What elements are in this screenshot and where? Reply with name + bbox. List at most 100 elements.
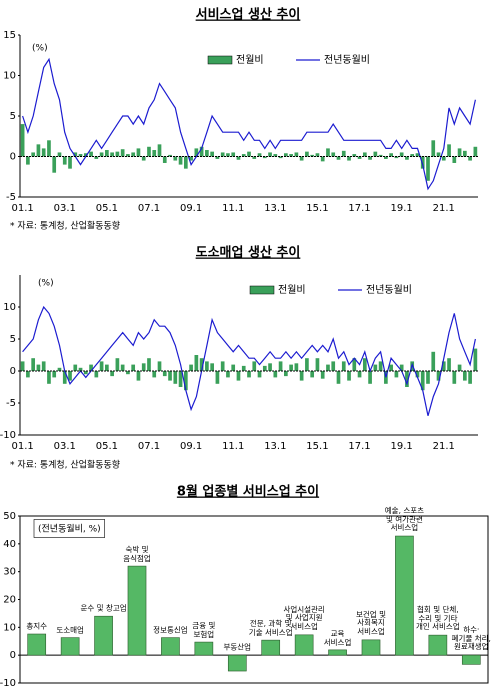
- bar: [378, 154, 383, 157]
- legend-swatch: [207, 55, 233, 65]
- bar: [341, 361, 346, 371]
- bar: [299, 371, 304, 381]
- bar: [426, 371, 430, 384]
- bar: [428, 634, 448, 656]
- bar: [205, 361, 209, 371]
- bar: [105, 364, 109, 371]
- bar: [289, 364, 293, 371]
- line: [22, 57, 476, 191]
- x-tick-label: 05.1: [96, 441, 118, 452]
- bar: [189, 364, 193, 371]
- bar: [247, 371, 251, 378]
- bar: [326, 148, 330, 157]
- bar: [447, 358, 451, 371]
- bar: [157, 144, 162, 157]
- bar: [457, 364, 462, 371]
- bar: [47, 371, 51, 384]
- bar: [294, 152, 299, 157]
- bar: [362, 358, 367, 371]
- bar: [94, 371, 99, 378]
- bar: [278, 156, 283, 159]
- bar: [431, 140, 436, 157]
- bar: [194, 355, 199, 371]
- bar: [261, 639, 281, 656]
- x-tick-label: 19.1: [391, 441, 413, 452]
- bar: [161, 637, 180, 656]
- bar: [52, 371, 57, 378]
- legend-label: 전월비: [236, 54, 264, 66]
- bar: [336, 156, 341, 160]
- annotation: (%): [38, 279, 54, 289]
- bar: [347, 156, 351, 161]
- bar: [420, 156, 425, 169]
- bar: [357, 156, 362, 159]
- bar: [226, 153, 230, 157]
- bar: [183, 156, 188, 169]
- bar: [462, 150, 467, 157]
- legend-label: 전년동월비: [324, 54, 370, 66]
- bar: [31, 358, 36, 371]
- bar: [131, 152, 136, 157]
- x-tick-label: 09.1: [180, 441, 202, 452]
- bar: [373, 151, 378, 157]
- category-label: 도소매업: [56, 625, 84, 634]
- y-tick-label: 0: [10, 650, 16, 661]
- annotation: (전년동월비, %): [38, 523, 101, 535]
- y-tick-label: 30: [3, 567, 16, 578]
- legend-swatch: [249, 285, 275, 295]
- bar: [173, 156, 178, 161]
- bar: [183, 371, 188, 391]
- y-tick-label: -5: [6, 398, 16, 409]
- annotation: (%): [32, 44, 48, 54]
- bar: [452, 156, 457, 163]
- bar: [268, 363, 272, 371]
- bar: [326, 364, 330, 371]
- x-tick-label: 03.1: [54, 441, 76, 452]
- line: [22, 305, 476, 416]
- bar: [394, 371, 399, 378]
- bar: [73, 152, 78, 157]
- bar: [89, 151, 93, 157]
- bar: [278, 361, 283, 371]
- category-label: 전문, 과학 및 기술 서비스업: [248, 618, 293, 637]
- bar: [420, 371, 425, 391]
- bar: [41, 361, 46, 371]
- bar: [241, 365, 246, 371]
- bar: [78, 154, 83, 157]
- source-note: * 자료: 통계청, 산업활동동향: [10, 459, 120, 471]
- bar: [52, 156, 57, 173]
- legend-label: 전월비: [278, 284, 306, 296]
- bar: [441, 156, 446, 161]
- bar: [205, 150, 209, 157]
- bar: [236, 156, 241, 160]
- bar: [110, 152, 114, 157]
- bar: [461, 654, 481, 665]
- bar: [468, 156, 472, 161]
- category-label: 협회 및 단체, 수리 및 기타 개인 서비스업: [415, 605, 460, 632]
- bar: [252, 361, 257, 371]
- bar: [110, 371, 114, 377]
- bar: [36, 364, 41, 371]
- bar: [27, 633, 47, 656]
- bar: [215, 371, 220, 384]
- bar: [447, 144, 451, 157]
- bar: [31, 152, 36, 157]
- y-tick-label: 10: [3, 302, 16, 313]
- category-label: 예술, 스포츠 및 여가관련 서비스업: [384, 506, 425, 533]
- bar: [328, 649, 347, 656]
- bar: [115, 151, 120, 157]
- y-tick-label: 10: [3, 622, 16, 633]
- x-tick-label: 07.1: [138, 441, 160, 452]
- bar: [47, 140, 51, 157]
- y-tick-label: 15: [3, 30, 16, 41]
- bar: [410, 154, 415, 157]
- y-tick-label: 20: [3, 595, 16, 606]
- x-tick-label: 17.1: [348, 203, 370, 214]
- bar: [26, 156, 30, 165]
- bar: [252, 156, 257, 159]
- bar: [257, 153, 262, 157]
- bar: [57, 152, 62, 157]
- bar: [41, 148, 46, 157]
- bar: [147, 358, 151, 371]
